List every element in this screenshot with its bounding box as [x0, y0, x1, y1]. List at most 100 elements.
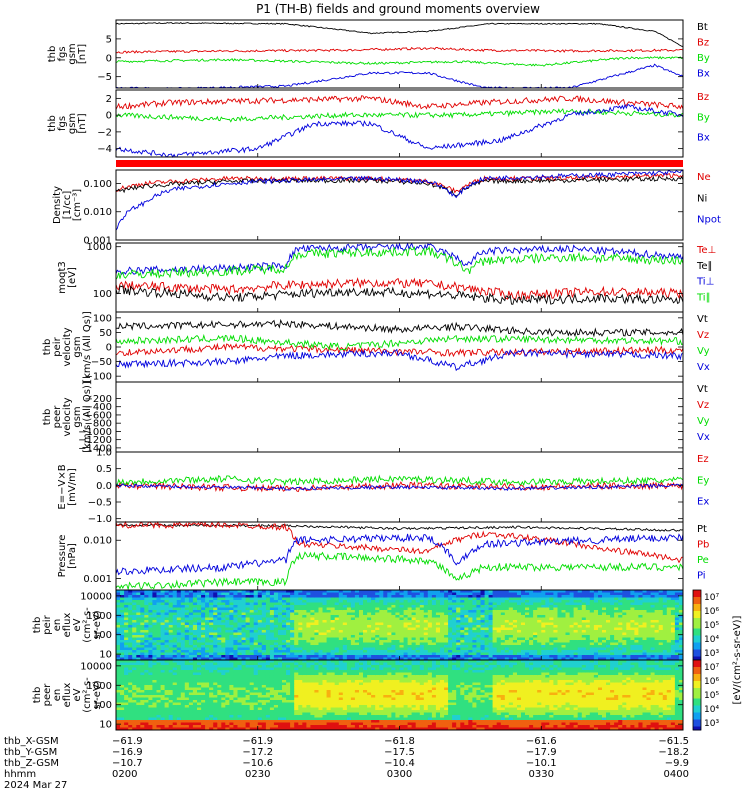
heatmap-cell — [213, 615, 218, 618]
heatmap-cell — [188, 605, 194, 608]
heatmap-cell — [225, 675, 230, 678]
heatmap-cell — [670, 620, 676, 623]
heatmap-cell — [209, 707, 214, 711]
heatmap-cell — [415, 605, 421, 608]
heatmap-cell — [338, 627, 344, 631]
heatmap-cell — [140, 665, 145, 668]
heatmap-cell — [346, 612, 352, 616]
heatmap-cell — [184, 722, 190, 726]
heatmap-cell — [160, 642, 166, 646]
heatmap-cell — [209, 640, 214, 643]
heatmap-cell — [549, 647, 554, 651]
heatmap-cell — [658, 645, 664, 648]
heatmap-cell — [205, 647, 210, 651]
heatmap-cell — [500, 640, 506, 643]
heatmap-cell — [205, 617, 210, 621]
heatmap-cell — [634, 642, 639, 646]
heatmap-cell — [529, 650, 534, 653]
heatmap-cell — [156, 645, 161, 648]
heatmap-cell — [363, 620, 368, 623]
heatmap-cell — [184, 662, 190, 666]
heatmap-cell — [172, 677, 178, 681]
heatmap-cell — [480, 590, 485, 593]
heatmap-cell — [496, 630, 502, 633]
heatmap-cell — [310, 597, 315, 601]
heatmap-cell — [371, 610, 376, 613]
heatmap-cell — [508, 637, 514, 641]
heatmap-cell — [298, 590, 303, 593]
heatmap-cell — [209, 615, 214, 618]
heatmap-cell — [666, 625, 672, 628]
heatmap-cell — [314, 657, 319, 661]
heatmap-cell — [533, 605, 538, 608]
heatmap-cell — [249, 645, 255, 648]
heatmap-cell — [391, 607, 396, 611]
heatmap-cell — [302, 607, 307, 611]
heatmap-cell — [136, 715, 141, 718]
heatmap-cell — [476, 612, 481, 616]
heatmap-cell — [367, 617, 372, 621]
heatmap-cell — [593, 640, 599, 643]
heatmap-cell — [670, 592, 676, 596]
heatmap-cell — [411, 620, 417, 623]
heatmap-cell — [197, 657, 202, 661]
heatmap-cell — [184, 720, 190, 723]
heatmap-cell — [116, 640, 121, 643]
heatmap-cell — [273, 625, 279, 628]
heatmap-cell — [120, 632, 125, 636]
heatmap-cell — [359, 607, 364, 611]
heatmap-cell — [593, 657, 599, 661]
heatmap-cell — [525, 605, 530, 608]
heatmap-cell — [136, 717, 141, 721]
heatmap-cell — [456, 622, 461, 626]
heatmap-cell — [282, 612, 287, 616]
heatmap-cell — [411, 630, 417, 633]
heatmap-cell — [630, 597, 635, 601]
heatmap-cell — [646, 620, 651, 623]
heatmap-cell — [391, 620, 396, 623]
heatmap-cell — [444, 615, 449, 618]
heatmap-cell — [188, 630, 194, 633]
heatmap-cell — [427, 627, 433, 631]
heatmap-cell — [160, 612, 166, 616]
heatmap-cell — [415, 615, 421, 618]
heatmap-cell — [367, 640, 372, 643]
heatmap-cell — [399, 597, 404, 601]
heatmap-cell — [221, 710, 226, 713]
heatmap-cell — [508, 627, 514, 631]
heatmap-cell — [192, 650, 198, 653]
heatmap-cell — [128, 600, 133, 603]
heatmap-cell — [646, 637, 651, 641]
heatmap-cell — [168, 620, 174, 623]
heatmap-cell — [278, 620, 283, 623]
heatmap-cell — [176, 675, 182, 678]
heatmap-cell — [642, 625, 647, 628]
heatmap-cell — [553, 617, 558, 621]
heatmap-cell — [585, 607, 591, 611]
heatmap-cell — [201, 637, 206, 641]
heatmap-cell — [322, 607, 327, 611]
heatmap-cell — [221, 672, 226, 676]
heatmap-cell — [197, 615, 202, 618]
heatmap-cell — [512, 617, 518, 621]
heatmap-cell — [427, 622, 433, 626]
heatmap-cell — [557, 635, 562, 638]
heatmap-cell — [273, 655, 279, 658]
heatmap-cell — [508, 595, 514, 598]
heatmap-cell — [589, 622, 595, 626]
heatmap-cell — [504, 645, 510, 648]
heatmap-cell — [577, 640, 583, 643]
heatmap-cell — [192, 670, 198, 673]
heatmap-cell — [456, 635, 461, 638]
heatmap-cell — [407, 632, 413, 636]
heatmap-cell — [444, 642, 449, 646]
heatmap-cell — [205, 672, 210, 676]
heatmap-cell — [132, 662, 137, 666]
legend-p3-2: Npot — [697, 215, 721, 226]
heatmap-cell — [269, 652, 275, 656]
heatmap-cell — [338, 635, 344, 638]
heatmap-cell — [618, 610, 623, 613]
heatmap-cell — [411, 597, 417, 601]
heatmap-cell — [452, 652, 457, 656]
heatmap-cell — [419, 650, 425, 653]
